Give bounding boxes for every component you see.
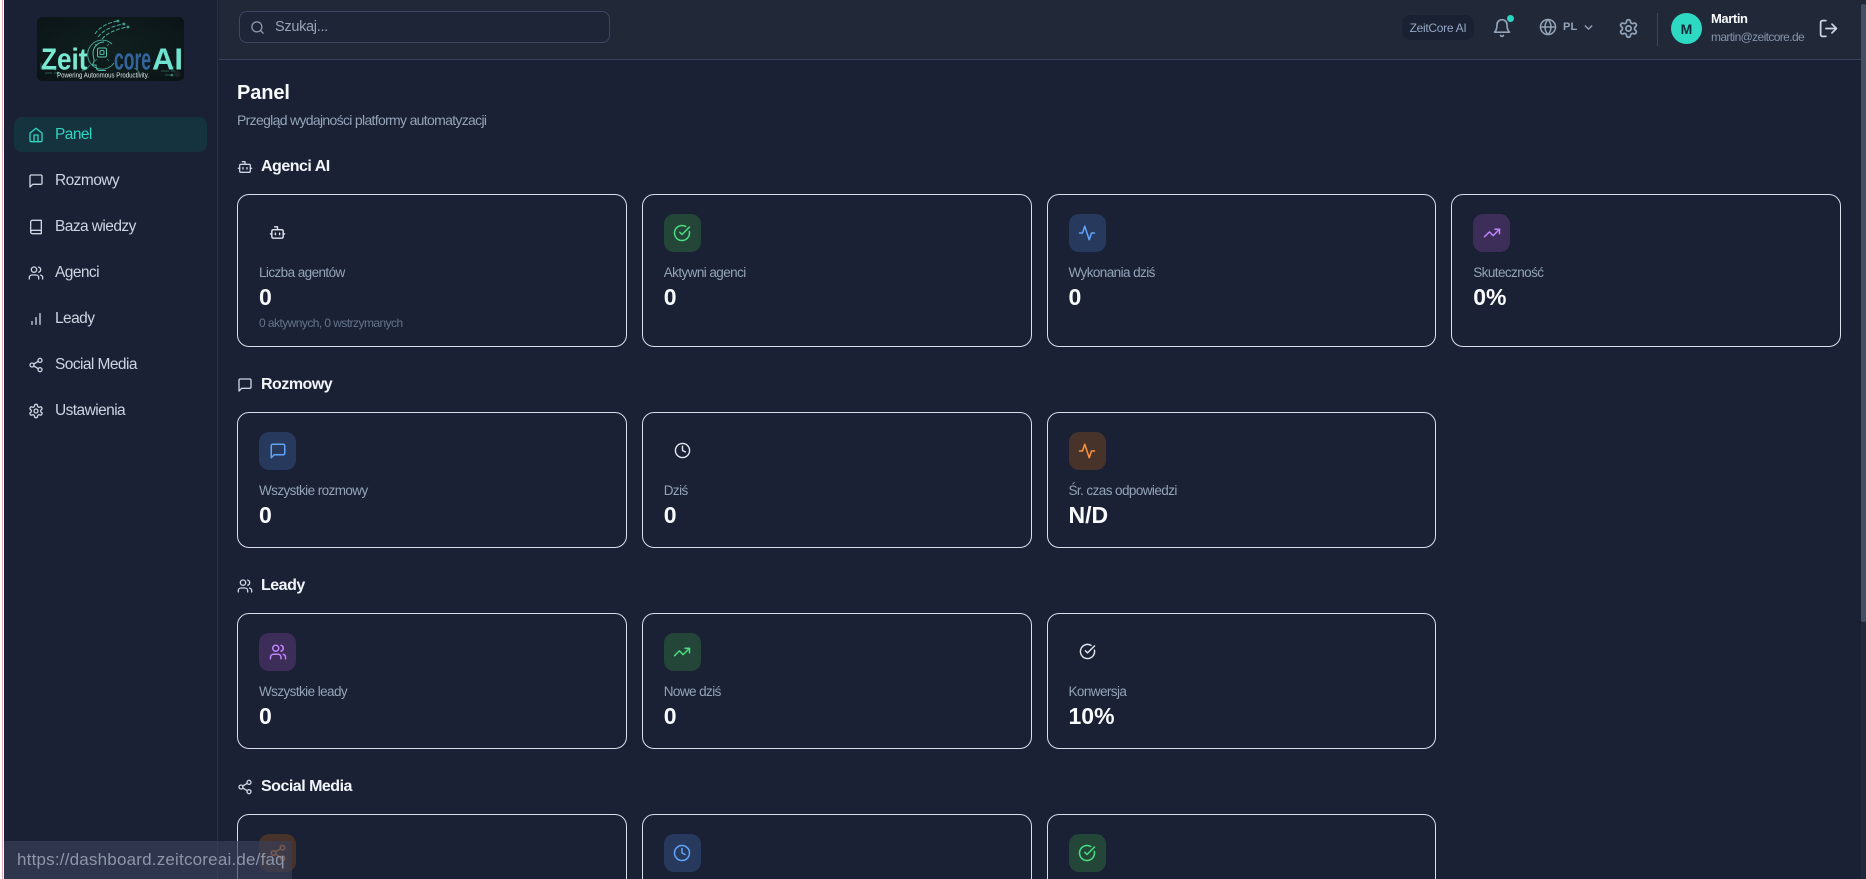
svg-text:Zeit: Zeit bbox=[41, 42, 88, 77]
svg-text:core: core bbox=[114, 42, 151, 77]
svg-text:Powering Autonmous Productivit: Powering Autonmous Productivity. bbox=[57, 73, 149, 80]
